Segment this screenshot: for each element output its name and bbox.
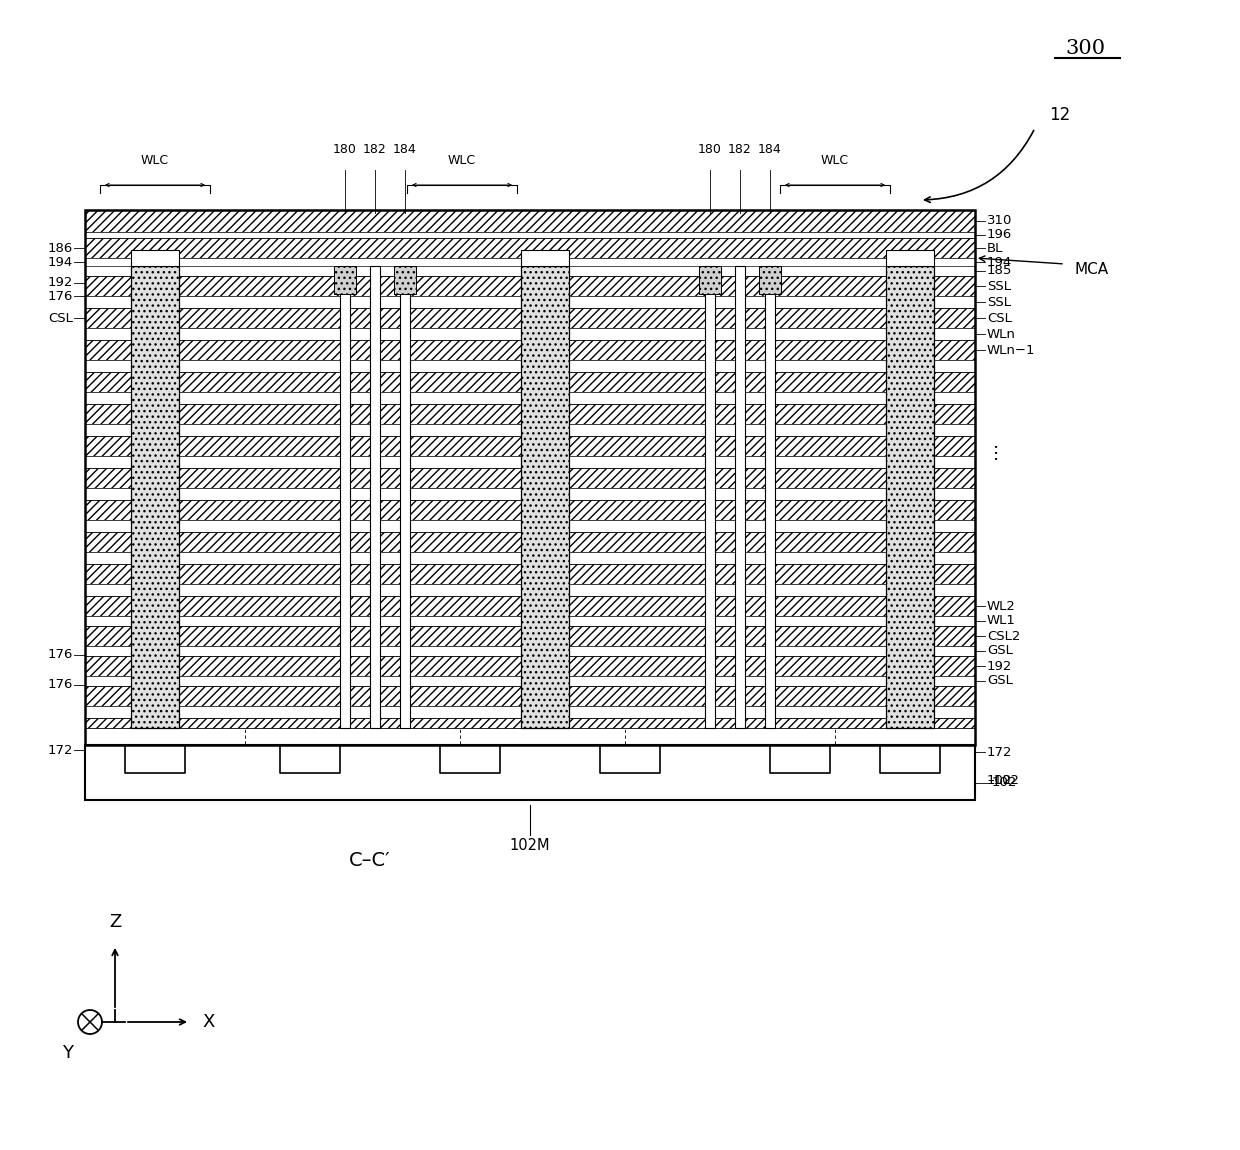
Bar [86,616,975,626]
Text: 185: 185 [987,264,1012,277]
Bar [887,266,934,728]
Bar [401,266,410,728]
Bar [86,676,975,687]
Bar [521,250,569,266]
Bar [699,266,720,294]
Bar [86,706,975,718]
Bar [86,210,975,745]
Bar [334,266,356,294]
Text: 12: 12 [1049,106,1070,124]
Bar [759,266,781,294]
Text: 184: 184 [393,143,417,156]
Text: 194: 194 [987,255,1012,268]
Bar [86,392,975,404]
Bar [86,340,975,360]
Text: MCA: MCA [1075,262,1109,277]
Bar [394,266,415,294]
Text: 102M: 102M [510,838,551,853]
Text: WL1: WL1 [987,614,1016,628]
Text: 180: 180 [698,143,722,156]
Bar [86,258,975,266]
Text: WLC: WLC [448,154,476,167]
Bar [340,266,350,728]
Text: 310: 310 [987,215,1012,228]
Text: WLC: WLC [141,154,169,167]
Text: 176: 176 [47,678,73,691]
Bar [86,371,975,392]
Bar [131,250,179,266]
Text: 192: 192 [987,659,1012,673]
Bar [86,404,975,424]
Bar [86,564,975,584]
Text: 176: 176 [47,649,73,661]
Bar [86,687,975,706]
Bar [521,266,569,728]
Text: WLn−1: WLn−1 [987,344,1035,356]
Text: SSL: SSL [987,296,1011,308]
Text: ⋯: ⋯ [987,440,1004,459]
Text: 194: 194 [48,255,73,268]
Text: BL: BL [987,242,1003,254]
Bar [86,360,975,371]
Text: 172: 172 [987,745,1013,759]
Text: Y: Y [62,1044,73,1061]
Bar [86,424,975,436]
Text: 176: 176 [47,290,73,302]
Bar [86,745,975,800]
Text: GSL: GSL [987,644,1013,658]
Bar [86,656,975,676]
Text: 172: 172 [47,744,73,757]
Text: WLC: WLC [821,154,849,167]
Text: CSL: CSL [48,312,73,324]
Bar [86,232,975,238]
Bar [86,296,975,308]
Text: 102: 102 [987,774,1012,787]
Text: 192: 192 [47,276,73,290]
Bar [86,646,975,656]
Bar [86,468,975,488]
Text: 182: 182 [728,143,751,156]
Bar [86,436,975,457]
Bar [86,626,975,646]
Bar [86,457,975,468]
Text: 102: 102 [992,776,1017,790]
Bar [86,328,975,340]
Bar [86,596,975,616]
Text: WLn: WLn [987,328,1016,340]
Bar [86,210,975,232]
Bar [86,584,975,596]
Bar [86,266,975,276]
Bar [86,718,975,728]
Bar [86,308,975,328]
Bar [706,266,715,728]
Bar [86,520,975,532]
Bar [86,488,975,500]
Bar [86,552,975,564]
Text: C–C′: C–C′ [350,851,391,869]
Bar [86,500,975,520]
Bar [86,276,975,296]
Text: 184: 184 [758,143,782,156]
Bar [735,266,745,728]
Bar [131,266,179,728]
Text: 300: 300 [1065,38,1105,58]
Bar [887,250,934,266]
Text: 196: 196 [987,229,1012,242]
Text: CSL2: CSL2 [987,629,1021,643]
Text: WL2: WL2 [987,599,1016,613]
Text: 186: 186 [48,242,73,254]
Text: GSL: GSL [987,675,1013,688]
Text: Z: Z [109,913,122,932]
Text: –102: –102 [987,774,1019,787]
Text: 180: 180 [334,143,357,156]
Text: SSL: SSL [987,279,1011,292]
Text: 182: 182 [363,143,387,156]
Bar [86,238,975,258]
Bar [765,266,775,728]
Bar [86,532,975,552]
Text: X: X [202,1013,215,1032]
Text: CSL: CSL [987,312,1012,324]
Bar [370,266,379,728]
